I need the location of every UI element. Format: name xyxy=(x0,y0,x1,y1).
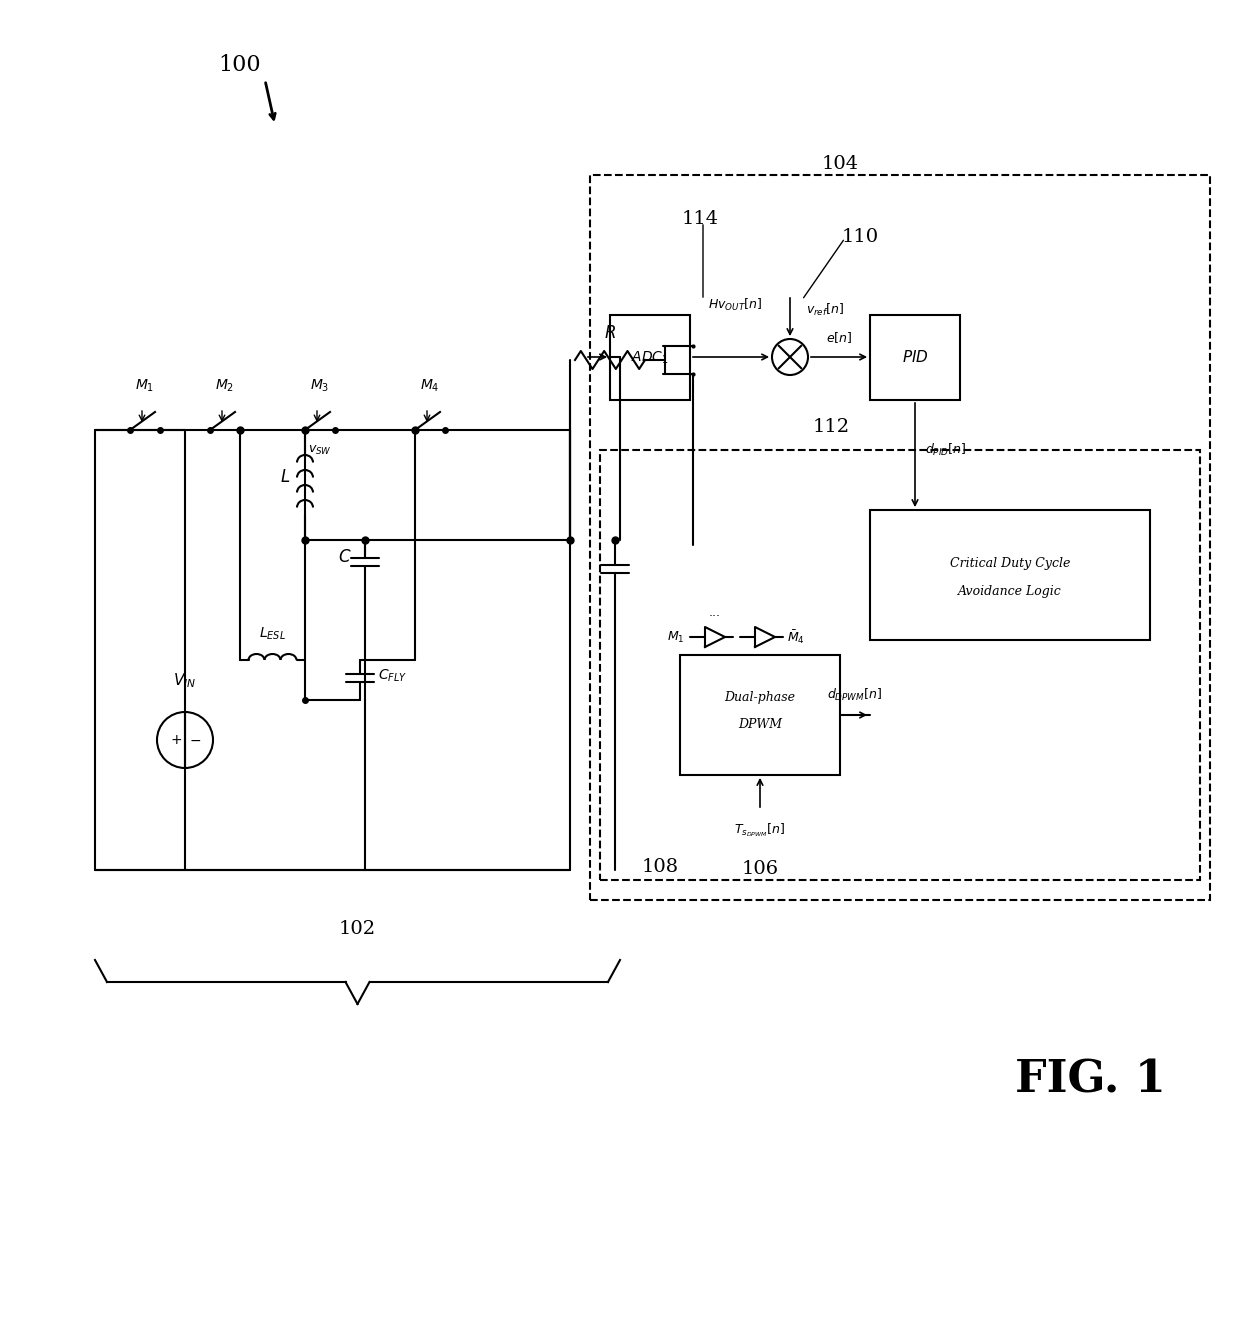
Text: $V_{IN}$: $V_{IN}$ xyxy=(174,671,197,690)
Text: $ADC_1$: $ADC_1$ xyxy=(631,349,668,366)
Text: DPWM: DPWM xyxy=(738,718,782,731)
Text: $C_{FLY}$: $C_{FLY}$ xyxy=(378,668,407,684)
Text: $C$: $C$ xyxy=(339,549,352,566)
Text: $M_1$: $M_1$ xyxy=(135,378,155,394)
Text: 108: 108 xyxy=(641,858,678,876)
Text: $M_1$: $M_1$ xyxy=(667,629,684,644)
Text: 114: 114 xyxy=(682,210,718,228)
Text: $L_{ESL}$: $L_{ESL}$ xyxy=(259,625,286,641)
Text: $T_{s_{DPWM}}[n]$: $T_{s_{DPWM}}[n]$ xyxy=(734,821,786,838)
Text: $-$: $-$ xyxy=(188,732,201,747)
Text: $M_3$: $M_3$ xyxy=(310,378,330,394)
Text: $d_{PID}[n]$: $d_{PID}[n]$ xyxy=(925,442,966,458)
Text: $M_4$: $M_4$ xyxy=(420,378,440,394)
Text: $PID$: $PID$ xyxy=(901,349,929,366)
Text: 100: 100 xyxy=(218,54,262,76)
Text: $M_2$: $M_2$ xyxy=(216,378,234,394)
Text: FIG. 1: FIG. 1 xyxy=(1014,1059,1166,1102)
Text: $e[n]$: $e[n]$ xyxy=(826,329,852,345)
Text: $R$: $R$ xyxy=(604,325,616,341)
Text: $v_{SW}$: $v_{SW}$ xyxy=(308,445,332,457)
Text: 112: 112 xyxy=(813,418,849,437)
Text: Dual-phase: Dual-phase xyxy=(724,691,796,703)
Text: $+$: $+$ xyxy=(170,732,182,747)
Text: 106: 106 xyxy=(742,860,779,878)
Text: $d_{DPWM}[n]$: $d_{DPWM}[n]$ xyxy=(827,687,883,703)
Text: 110: 110 xyxy=(842,228,879,246)
Text: ...: ... xyxy=(709,607,720,619)
Text: 104: 104 xyxy=(821,155,858,173)
Text: 102: 102 xyxy=(339,920,376,939)
Text: Avoidance Logic: Avoidance Logic xyxy=(959,585,1061,599)
Text: $L$: $L$ xyxy=(280,470,290,486)
Text: $\bar{M}_4$: $\bar{M}_4$ xyxy=(787,628,805,645)
Text: $Hv_{OUT}[n]$: $Hv_{OUT}[n]$ xyxy=(708,297,763,313)
Text: $v_{ref}[n]$: $v_{ref}[n]$ xyxy=(806,303,844,319)
Text: Critical Duty Cycle: Critical Duty Cycle xyxy=(950,557,1070,569)
